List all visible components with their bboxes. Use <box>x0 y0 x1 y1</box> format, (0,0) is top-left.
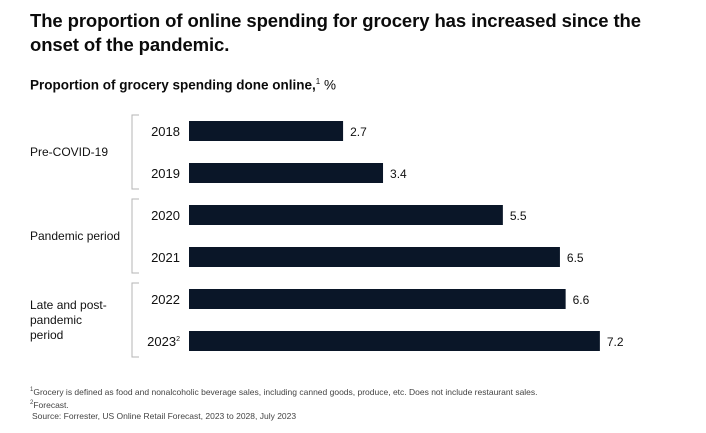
category-label-2019: 2019 <box>151 166 180 181</box>
group-label-3-line-3: period <box>30 328 63 342</box>
group-label-1: Pre-COVID-19 <box>30 145 108 159</box>
chart-title-footnote-mark: 1 <box>315 77 321 86</box>
data-label-2020: 5.5 <box>510 209 527 223</box>
bar-2022 <box>189 289 566 309</box>
footnote-1-mark: 1 <box>30 387 34 393</box>
data-label-2018: 2.7 <box>350 125 367 139</box>
bar-chart: 2018 2.7 2019 3.4 2020 5.5 2021 6.5 2022 6.6 20232… <box>30 114 624 358</box>
group-label-3-line-1: Late and post- <box>30 298 107 312</box>
category-label-2023: 20232 <box>147 334 180 349</box>
chart-title: Proportion of grocery spending done onli… <box>30 77 336 93</box>
footnote-1: 1Grocery is defined as food and nonalcoh… <box>30 385 690 398</box>
data-label-2023: 7.2 <box>607 335 624 349</box>
category-label-2020: 2020 <box>151 208 180 223</box>
chart-unit: % <box>323 77 336 93</box>
bar-2019 <box>189 163 384 183</box>
footnote-1-text: Grocery is defined as food and nonalcoho… <box>33 386 538 397</box>
category-label-2018: 2018 <box>151 124 180 139</box>
category-footnote-mark-2023: 2 <box>176 336 180 343</box>
group-label-2: Pandemic period <box>30 229 120 243</box>
group-label-3: Late and post-pandemic period <box>30 298 107 342</box>
group-label-3-line-2: pandemic <box>30 313 82 327</box>
footnote-2: 2Forecast. <box>30 398 690 411</box>
source-note: Source: Forrester, US Online Retail Fore… <box>32 410 297 421</box>
data-label-2021: 6.5 <box>567 251 584 265</box>
chart-title-text: Proportion of grocery spending done onli… <box>30 77 316 93</box>
headline: The proportion of online spending for gr… <box>30 10 641 55</box>
footnote-2-text: Forecast. <box>33 399 69 410</box>
bar-2018 <box>189 121 344 141</box>
group-bracket-1 <box>131 114 139 190</box>
bar-2020 <box>189 205 503 225</box>
category-label-2022: 2022 <box>151 292 180 307</box>
bar-2021 <box>189 247 560 267</box>
footnotes: 1Grocery is defined as food and nonalcoh… <box>30 385 690 422</box>
footnote-2-mark: 2 <box>30 399 34 406</box>
category-label-2021: 2021 <box>151 250 180 265</box>
bar-2023 <box>189 331 600 351</box>
group-bracket-3 <box>131 282 139 358</box>
data-label-2019: 3.4 <box>390 167 407 181</box>
data-label-2022: 6.6 <box>573 293 590 307</box>
group-bracket-2 <box>131 198 139 274</box>
